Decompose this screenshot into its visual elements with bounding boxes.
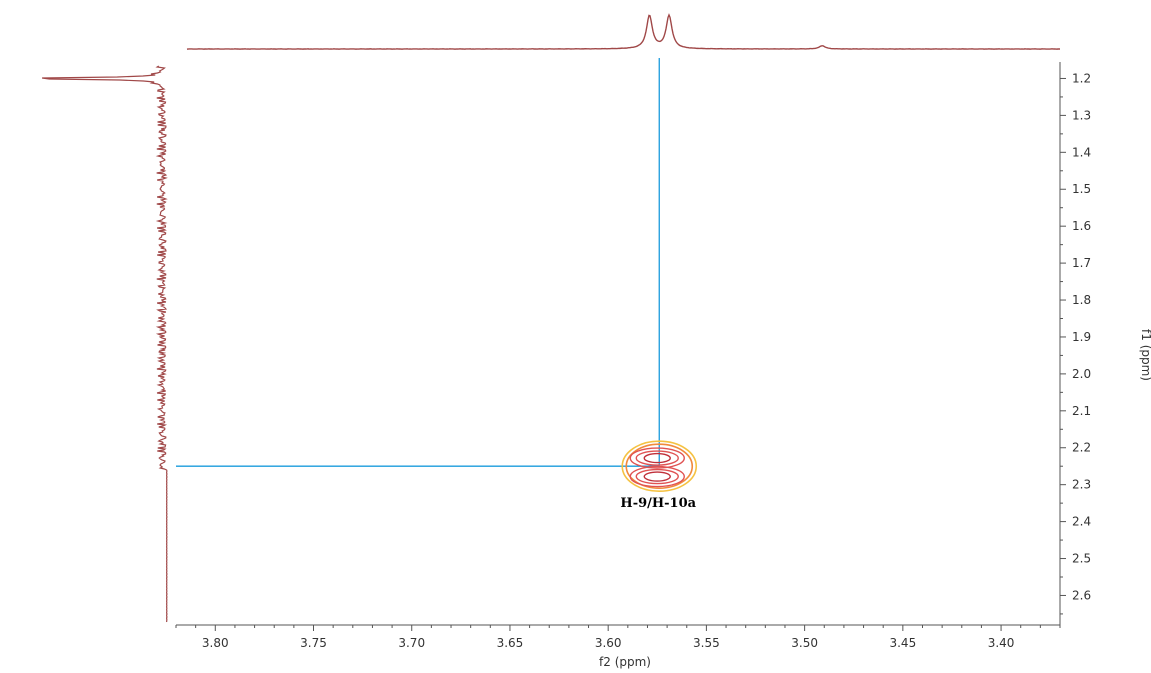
x-axis: 3.80 3.75 3.70 3.65 3.60 3.55 3.50 3.45 3.40 bbox=[175, 625, 1061, 650]
y-tick-label: 2.4 bbox=[1072, 515, 1091, 529]
y-tick-label: 1.3 bbox=[1072, 108, 1091, 122]
contour-lobe bbox=[635, 450, 679, 466]
spectrum-frame bbox=[176, 62, 1061, 626]
contour-lobe bbox=[643, 471, 671, 482]
left-projection bbox=[41, 65, 168, 623]
y-tick-label: 1.8 bbox=[1072, 293, 1091, 307]
y-tick-label: 2.0 bbox=[1072, 367, 1091, 381]
y-tick-label: 1.6 bbox=[1072, 219, 1091, 233]
y-tick-label: 2.6 bbox=[1072, 588, 1091, 602]
x-tick-label: 3.75 bbox=[300, 636, 327, 650]
contour-level bbox=[625, 443, 694, 490]
x-tick-label: 3.60 bbox=[595, 636, 622, 650]
x-tick-label: 3.40 bbox=[988, 636, 1015, 650]
y-tick-label: 1.7 bbox=[1072, 256, 1091, 270]
y-tick-label: 2.2 bbox=[1072, 441, 1091, 455]
y-tick-label: 2.5 bbox=[1072, 552, 1091, 566]
x-tick-label: 3.50 bbox=[791, 636, 818, 650]
contour-lobe bbox=[643, 452, 671, 464]
y-axis-title: f1 (ppm) bbox=[1139, 329, 1151, 381]
f2-projection-trace bbox=[186, 13, 1061, 50]
y-tick-label: 1.4 bbox=[1072, 145, 1091, 159]
x-axis-title: f2 (ppm) bbox=[599, 655, 651, 669]
contour-level bbox=[621, 440, 698, 493]
cross-peak-label: H-9/H-10a bbox=[620, 496, 696, 511]
contour-lobe bbox=[635, 468, 679, 485]
annotations: H-9/H-10a bbox=[620, 496, 696, 511]
guide-lines bbox=[176, 58, 660, 467]
cross-peak-contours bbox=[621, 440, 698, 493]
contour-lobe bbox=[629, 465, 685, 488]
y-tick-label: 2.1 bbox=[1072, 404, 1091, 418]
f1-projection-trace bbox=[41, 65, 168, 623]
y-tick-label: 1.2 bbox=[1072, 71, 1091, 85]
contour-lobe bbox=[629, 447, 685, 469]
x-tick-label: 3.45 bbox=[889, 636, 916, 650]
x-tick-label: 3.55 bbox=[693, 636, 720, 650]
y-tick-label: 1.9 bbox=[1072, 330, 1091, 344]
y-tick-label: 2.3 bbox=[1072, 478, 1091, 492]
y-tick-label: 1.5 bbox=[1072, 182, 1091, 196]
x-tick-label: 3.70 bbox=[398, 636, 425, 650]
top-projection bbox=[186, 13, 1061, 50]
x-tick-label: 3.65 bbox=[497, 636, 524, 650]
x-tick-label: 3.80 bbox=[202, 636, 229, 650]
y-axis: 1.2 1.3 1.4 1.5 1.6 1.7 1.8 1.9 2.0 2.1 2.2 2.3 2.4 2… bbox=[1060, 71, 1091, 615]
